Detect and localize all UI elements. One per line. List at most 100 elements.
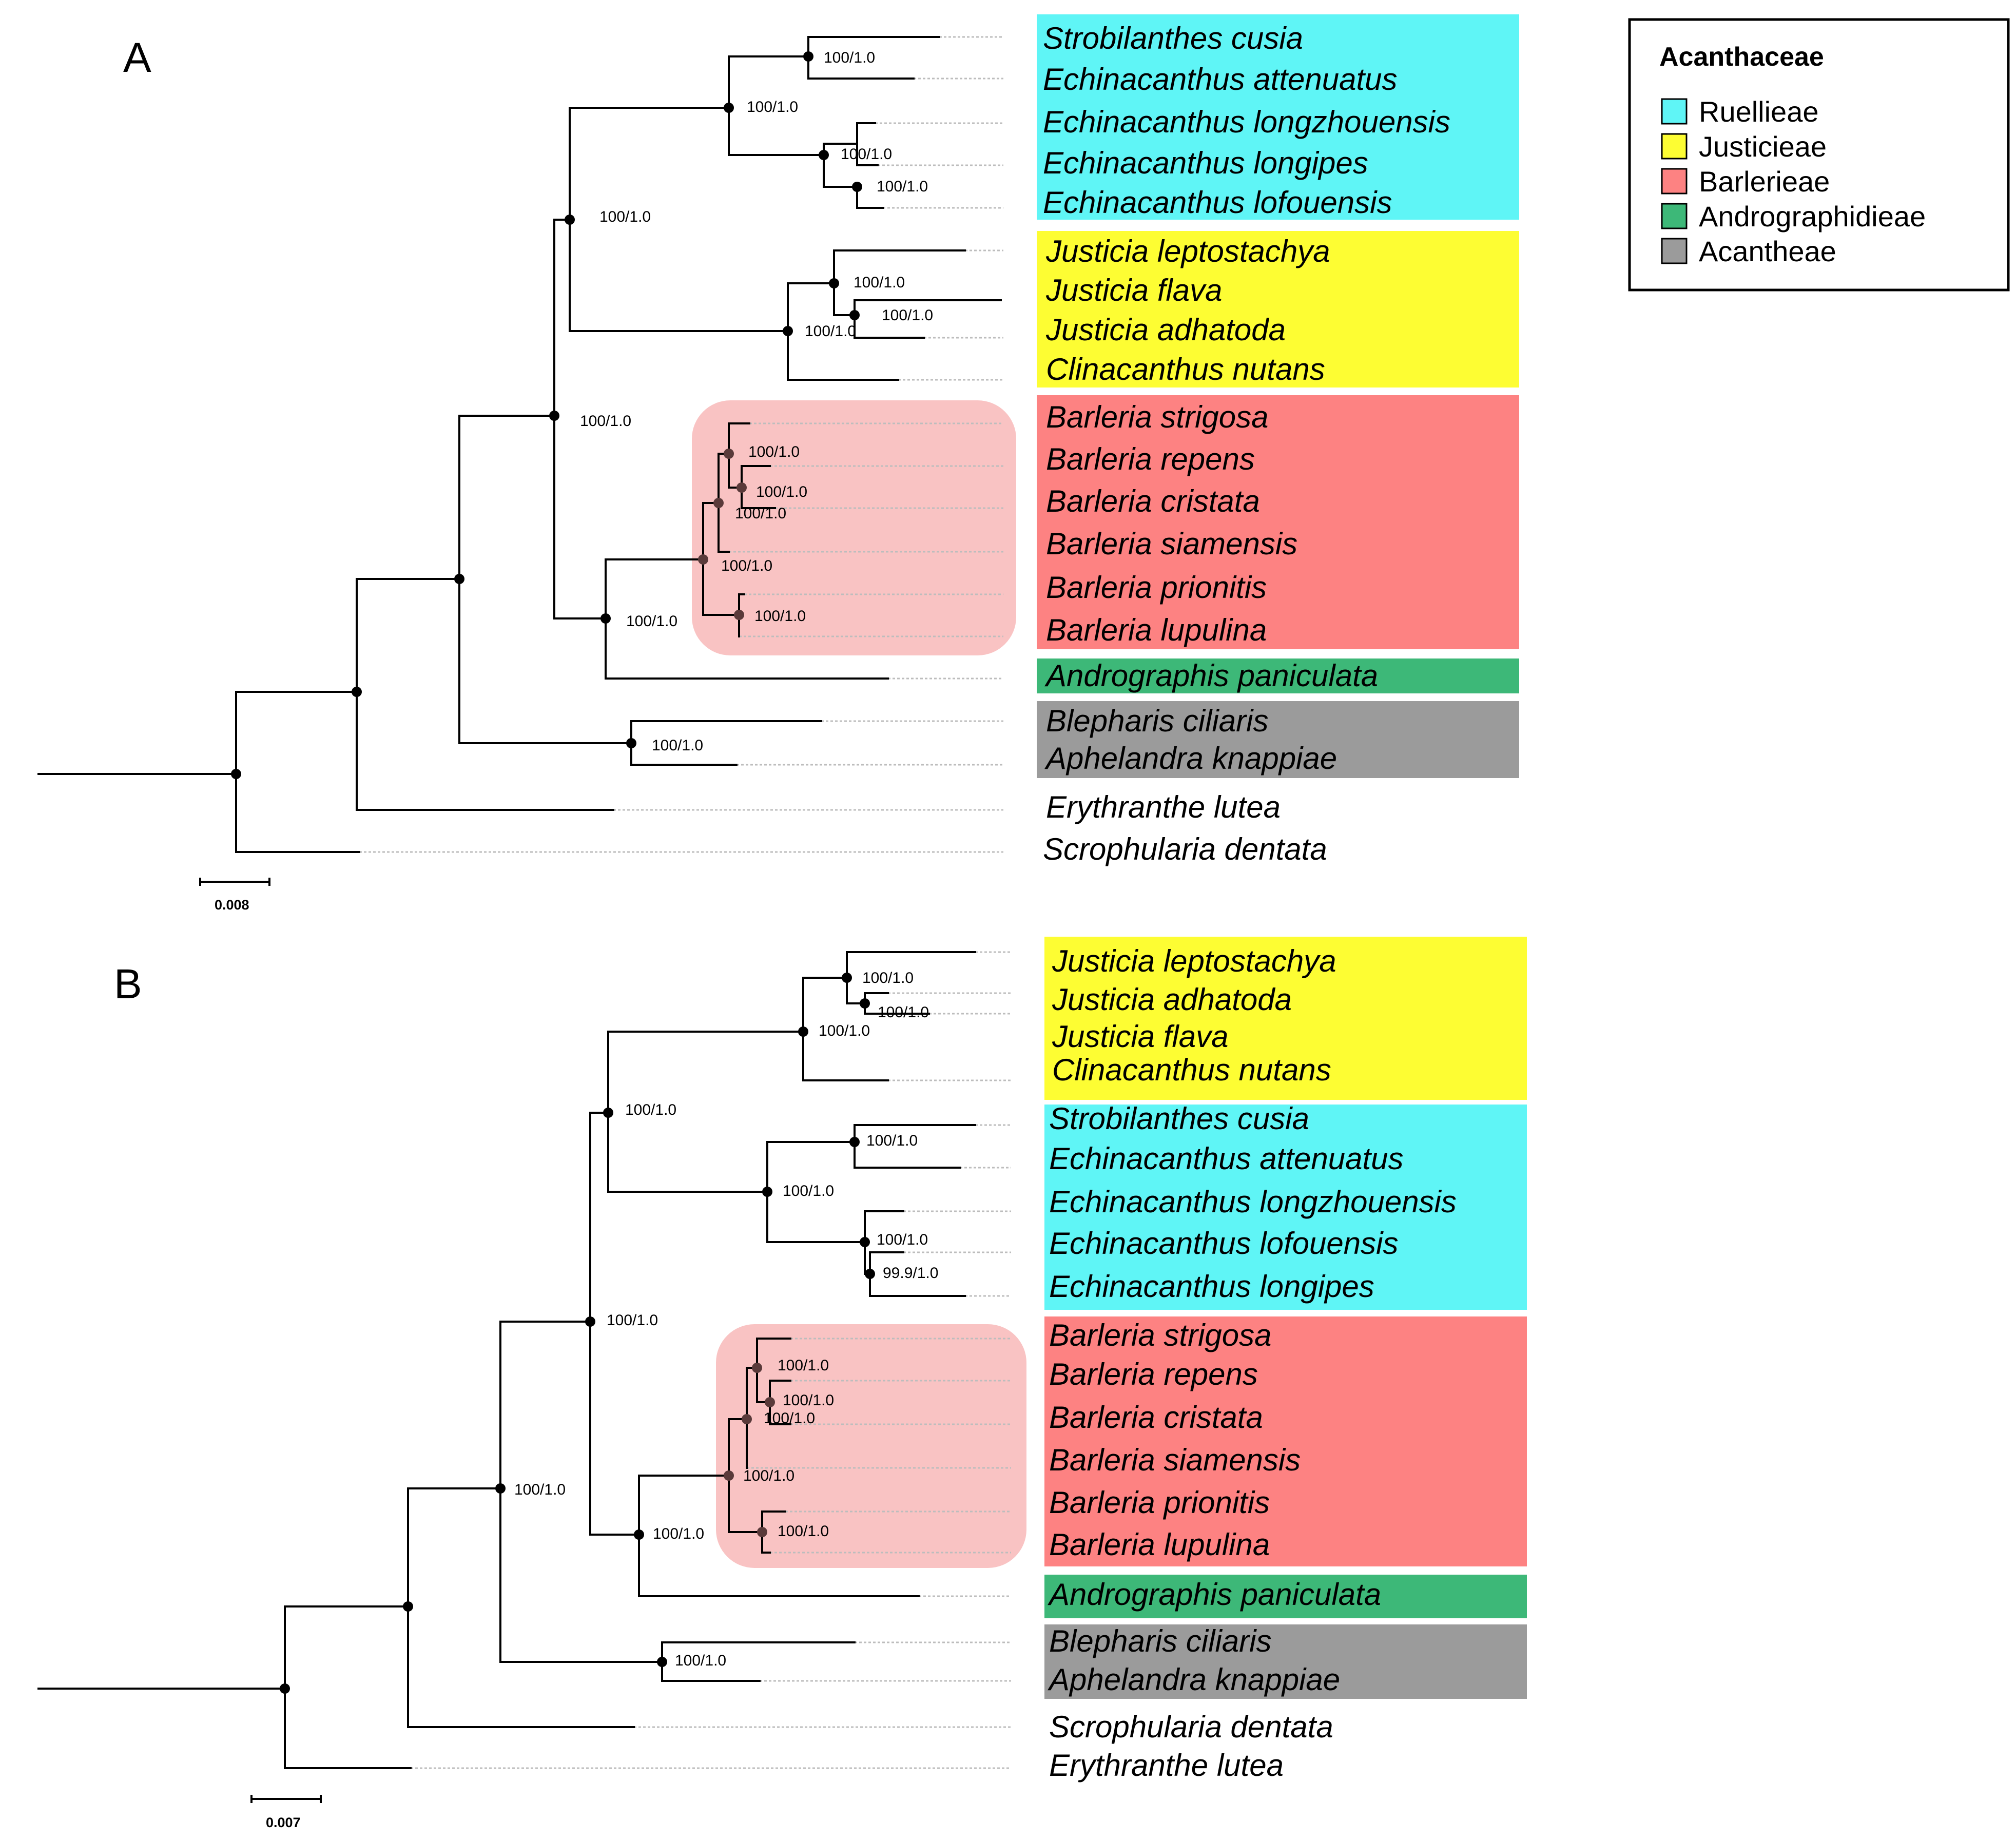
panel-a-taxon: Echinacanthus longipes: [1043, 146, 1368, 180]
panel-b-support-12: 100/1.0: [764, 1410, 815, 1427]
panel-b-taxon: Echinacanthus longzhouensis: [1049, 1185, 1457, 1219]
legend: Acanthaceae Ruellieae Justicieae Barleri…: [1628, 18, 2010, 292]
panel-a-taxon: Echinacanthus attenuatus: [1043, 62, 1398, 96]
panel-b: B: [37, 937, 1527, 1830]
panel-b-support-9: 100/1.0: [607, 1312, 658, 1329]
panel-a-taxon: Barleria siamensis: [1046, 527, 1297, 561]
panel-b-scale-label: 0.007: [266, 1815, 301, 1830]
panel-a-taxon: Clinacanthus nutans: [1046, 352, 1325, 386]
legend-swatch-justicieae: [1661, 133, 1688, 160]
panel-a-box-ruellieae: [1037, 14, 1519, 220]
panel-b-support-17: 100/1.0: [675, 1652, 726, 1669]
panel-a-support-9: 100/1.0: [580, 413, 631, 430]
panel-a-taxon: Echinacanthus longzhouensis: [1043, 105, 1450, 139]
legend-swatch-ruellieae: [1661, 98, 1688, 125]
panel-b-box-barlerieae: [1044, 1316, 1527, 1566]
legend-label-acantheae: Acantheae: [1699, 235, 1836, 267]
panel-b-taxon: Erythranthe lutea: [1049, 1748, 1284, 1783]
panel-a-support-7: 100/1.0: [882, 307, 933, 324]
panel-a-taxon: Barleria prionitis: [1046, 570, 1267, 605]
panel-a-taxon: Strobilanthes cusia: [1043, 21, 1303, 55]
panel-a-taxon: Blepharis ciliaris: [1046, 704, 1268, 738]
panel-b-taxon: Justicia adhatoda: [1052, 982, 1292, 1017]
panel-a-barleria-highlight: [692, 400, 1016, 655]
panel-b-support-7: 100/1.0: [877, 1231, 928, 1248]
panel-a-box-justicieae: [1037, 231, 1519, 388]
panel-b-box-ruellieae: [1044, 1105, 1527, 1310]
panel-b-taxon: Barleria prionitis: [1049, 1485, 1270, 1520]
panel-a-support-11: 100/1.0: [756, 483, 807, 500]
panel-b-nodes: [280, 973, 875, 1694]
panel-a-taxa: Strobilanthes cusia Echinacanthus attenu…: [1043, 21, 1450, 866]
legend-label-andrographidieae: Andrographidieae: [1699, 200, 1926, 233]
panel-a-box-andrographidieae: [1037, 658, 1519, 693]
panel-a-taxon: Barleria cristata: [1046, 484, 1260, 518]
legend-label-barlerieae: Barlerieae: [1699, 165, 1830, 198]
panel-a-support-16: 100/1.0: [652, 737, 703, 754]
legend-swatch-barlerieae: [1661, 168, 1688, 195]
panel-b-scale-bar: 0.007: [250, 1795, 322, 1830]
panel-b-support-2: 100/1.0: [878, 1004, 929, 1021]
panel-b-taxon: Barleria repens: [1049, 1357, 1258, 1391]
panel-a-support-6: 100/1.0: [854, 274, 905, 291]
panel-a-box-acantheae: [1037, 701, 1519, 778]
panel-b-box-justicieae: [1044, 937, 1527, 1100]
panel-a-supports: 100/1.0 100/1.0 100/1.0 100/1.0 100/1.0 …: [580, 49, 933, 754]
panel-b-supports: 100/1.0 100/1.0 100/1.0 100/1.0 100/1.0 …: [514, 970, 938, 1669]
panel-b-support-8: 99.9/1.0: [883, 1265, 938, 1282]
panel-a-scale-label: 0.008: [215, 897, 249, 913]
legend-swatch-acantheae: [1661, 238, 1688, 264]
panel-a-support-4: 100/1.0: [877, 178, 928, 195]
legend-label-ruellieae: Ruellieae: [1699, 95, 1819, 128]
panel-b-label: B: [114, 961, 142, 1008]
panel-b-support-15: 100/1.0: [653, 1525, 704, 1542]
panel-b-taxon: Barleria strigosa: [1049, 1318, 1272, 1352]
panel-a-taxon: Barleria lupulina: [1046, 613, 1267, 647]
panel-a-nodes: [231, 51, 862, 779]
panel-a-support-8: 100/1.0: [805, 323, 856, 340]
panel-b-taxon: Barleria lupulina: [1049, 1527, 1270, 1562]
panel-a-taxon: Erythranthe lutea: [1046, 790, 1281, 824]
panel-a-taxon: Andrographis paniculata: [1044, 658, 1378, 693]
panel-a-support-14: 100/1.0: [754, 608, 806, 625]
panel-b-support-11: 100/1.0: [783, 1392, 834, 1409]
panel-b-support-14: 100/1.0: [778, 1523, 829, 1540]
panel-a-taxon: Justicia leptostachya: [1045, 234, 1330, 268]
panel-b-taxon: Strobilanthes cusia: [1049, 1101, 1309, 1136]
panel-a-support-15: 100/1.0: [626, 613, 677, 630]
panel-b-taxon: Clinacanthus nutans: [1052, 1053, 1331, 1087]
panel-b-support-16: 100/1.0: [514, 1481, 566, 1498]
panel-a-taxon: Scrophularia dentata: [1043, 832, 1327, 866]
panel-b-taxon: Echinacanthus lofouensis: [1049, 1226, 1398, 1261]
panel-b-taxon: Echinacanthus longipes: [1049, 1269, 1374, 1304]
panel-b-box-andrographidieae: [1044, 1575, 1527, 1618]
panel-a-taxon: Echinacanthus lofouensis: [1043, 185, 1392, 220]
panel-b-support-13: 100/1.0: [743, 1467, 794, 1484]
panel-b-support-6: 100/1.0: [783, 1183, 834, 1199]
panel-a-support-5: 100/1.0: [599, 208, 651, 225]
panel-b-taxon: Blepharis ciliaris: [1049, 1624, 1271, 1658]
panel-a-taxon: Justicia adhatoda: [1045, 313, 1286, 347]
panel-b-taxon: Andrographis paniculata: [1048, 1577, 1381, 1612]
legend-title: Acanthaceae: [1659, 42, 1824, 72]
panel-b-taxon: Echinacanthus attenuatus: [1049, 1141, 1404, 1176]
panel-a-scale-bar: 0.008: [199, 878, 270, 913]
panel-b-taxa: Justicia leptostachya Justicia adhatoda …: [1048, 944, 1457, 1783]
panel-a-taxon: Barleria repens: [1046, 442, 1255, 476]
panel-b-taxon: Justicia flava: [1052, 1019, 1228, 1054]
panel-b-taxon: Justicia leptostachya: [1052, 944, 1336, 978]
panel-a-support-1: 100/1.0: [824, 49, 875, 66]
panel-a-support-3: 100/1.0: [841, 146, 892, 163]
panel-a-label: A: [123, 34, 151, 81]
panel-a-taxon: Barleria strigosa: [1046, 400, 1269, 434]
panel-b-tip-extensions: [411, 951, 1011, 1769]
panel-a-taxon: Aphelandra knappiae: [1044, 741, 1337, 776]
panel-a-box-barlerieae: [1037, 395, 1519, 649]
panel-a-support-2: 100/1.0: [747, 99, 798, 115]
panel-b-box-acantheae: [1044, 1624, 1527, 1699]
panel-b-taxon: Barleria siamensis: [1049, 1443, 1301, 1477]
legend-box: [1628, 18, 2010, 292]
panel-b-barleria-highlight: [716, 1324, 1026, 1568]
panel-a-taxon: Justicia flava: [1045, 273, 1222, 307]
